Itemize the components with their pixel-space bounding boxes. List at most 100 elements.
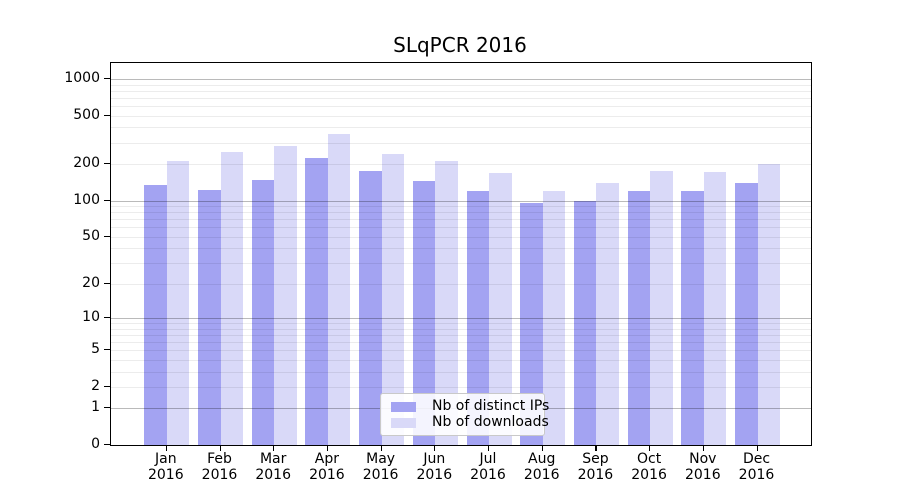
x-tick-label-apr: Apr 2016 bbox=[309, 451, 345, 483]
y-tick-label-100: 100 bbox=[73, 191, 100, 208]
bar-downloads-jul bbox=[489, 172, 512, 445]
x-tick-label-jul: Jul 2016 bbox=[470, 451, 506, 483]
x-tick-mark bbox=[488, 445, 490, 451]
y-tick-label-1: 1 bbox=[91, 399, 100, 416]
x-tick-label-dec: Dec 2016 bbox=[738, 451, 775, 483]
legend-entry-downloads: Nb of downloads bbox=[387, 415, 549, 430]
gridline-minor bbox=[111, 90, 811, 92]
y-tick-label-20: 20 bbox=[82, 274, 100, 291]
bar-distinct-ips-dec bbox=[735, 182, 758, 445]
y-tick-mark bbox=[104, 199, 110, 201]
x-tick-label-may: May 2016 bbox=[362, 451, 399, 483]
gridline-minor bbox=[111, 219, 811, 221]
legend-swatch-distinct-ips bbox=[391, 401, 416, 412]
bar-downloads-sep bbox=[596, 183, 619, 445]
y-tick-mark bbox=[104, 316, 110, 319]
chart-title: SLqPCR 2016 bbox=[393, 33, 527, 57]
gridline-minor bbox=[111, 283, 811, 285]
gridline-minor bbox=[111, 323, 811, 325]
bar-distinct-ips-apr bbox=[305, 158, 328, 445]
gridline-minor bbox=[111, 227, 811, 229]
x-tick-mark bbox=[434, 445, 436, 451]
gridline-1000 bbox=[111, 79, 811, 81]
x-tick-mark bbox=[273, 445, 275, 451]
gridline-minor bbox=[111, 127, 811, 129]
gridline-minor bbox=[111, 386, 811, 388]
x-tick-mark bbox=[595, 445, 597, 451]
y-tick-mark bbox=[104, 349, 110, 351]
gridline-minor bbox=[111, 206, 811, 208]
y-tick-label-5: 5 bbox=[91, 341, 100, 358]
bar-distinct-ips-mar bbox=[251, 179, 275, 445]
x-tick-mark bbox=[702, 445, 704, 451]
gridline-minor bbox=[111, 350, 811, 352]
gridline-minor bbox=[111, 115, 811, 117]
bar-distinct-ips-sep bbox=[573, 201, 597, 445]
plot-area bbox=[110, 62, 812, 446]
gridline-minor bbox=[111, 359, 811, 361]
y-tick-mark bbox=[104, 163, 110, 165]
gridline-minor bbox=[111, 164, 811, 166]
y-tick-mark bbox=[104, 282, 110, 284]
y-tick-label-1000: 1000 bbox=[64, 70, 100, 87]
y-tick-mark bbox=[104, 407, 110, 409]
x-tick-mark bbox=[219, 445, 221, 451]
y-tick-label-2: 2 bbox=[91, 377, 100, 394]
bar-downloads-jan bbox=[166, 161, 190, 445]
bar-downloads-nov bbox=[703, 171, 727, 445]
legend-label-distinct-ips: Nb of distinct IPs bbox=[432, 398, 550, 414]
gridline-minor bbox=[111, 341, 811, 343]
x-tick-label-oct: Oct 2016 bbox=[631, 451, 667, 483]
bar-distinct-ips-nov bbox=[681, 191, 704, 445]
bar-downloads-may bbox=[381, 154, 405, 445]
x-tick-mark bbox=[380, 445, 382, 451]
bar-downloads-jun bbox=[435, 161, 458, 445]
x-tick-mark bbox=[165, 445, 167, 451]
y-tick-mark bbox=[104, 235, 110, 237]
gridline-minor bbox=[111, 334, 811, 336]
bar-downloads-apr bbox=[327, 134, 351, 445]
gridline-minor bbox=[111, 97, 811, 99]
x-tick-mark bbox=[649, 445, 651, 451]
y-tick-label-200: 200 bbox=[73, 155, 100, 172]
x-tick-label-jun: Jun 2016 bbox=[416, 451, 453, 483]
y-tick-mark bbox=[104, 444, 110, 446]
y-tick-label-500: 500 bbox=[73, 106, 100, 123]
bar-downloads-dec bbox=[757, 163, 780, 445]
bar-downloads-oct bbox=[650, 171, 673, 445]
y-tick-label-0: 0 bbox=[91, 436, 100, 452]
gridline-minor bbox=[111, 142, 811, 144]
gridline-minor bbox=[111, 263, 811, 265]
x-tick-label-mar: Mar 2016 bbox=[255, 451, 291, 483]
y-tick-mark bbox=[104, 78, 110, 80]
gridline-minor bbox=[111, 248, 811, 250]
legend-label-downloads: Nb of downloads bbox=[432, 414, 549, 430]
x-tick-mark bbox=[756, 445, 758, 451]
y-tick-label-10: 10 bbox=[82, 308, 100, 325]
bar-downloads-mar bbox=[274, 145, 297, 445]
bar-distinct-ips-may bbox=[359, 171, 382, 445]
gridline-minor bbox=[111, 236, 811, 238]
x-tick-label-aug: Aug 2016 bbox=[523, 451, 560, 483]
x-tick-label-jan: Jan 2016 bbox=[147, 451, 184, 483]
gridline-minor bbox=[111, 212, 811, 214]
bar-distinct-ips-feb bbox=[198, 190, 221, 445]
gridline-100 bbox=[111, 200, 811, 202]
gridline-minor bbox=[111, 371, 811, 373]
x-tick-label-sep: Sep 2016 bbox=[577, 451, 614, 483]
legend-swatch-downloads bbox=[391, 417, 416, 428]
bar-distinct-ips-aug bbox=[520, 203, 543, 445]
x-tick-label-nov: Nov 2016 bbox=[684, 451, 721, 483]
bar-distinct-ips-oct bbox=[627, 190, 651, 445]
bar-distinct-ips-jan bbox=[144, 185, 167, 445]
gridline-minor bbox=[111, 106, 811, 108]
gridline-minor bbox=[111, 84, 811, 86]
gridline-minor bbox=[111, 328, 811, 330]
bar-downloads-aug bbox=[542, 190, 566, 445]
gridline-10 bbox=[111, 317, 811, 319]
bar-distinct-ips-jul bbox=[466, 190, 489, 445]
y-tick-label-50: 50 bbox=[82, 227, 100, 244]
bar-distinct-ips-jun bbox=[412, 181, 436, 445]
y-tick-mark bbox=[104, 385, 110, 387]
